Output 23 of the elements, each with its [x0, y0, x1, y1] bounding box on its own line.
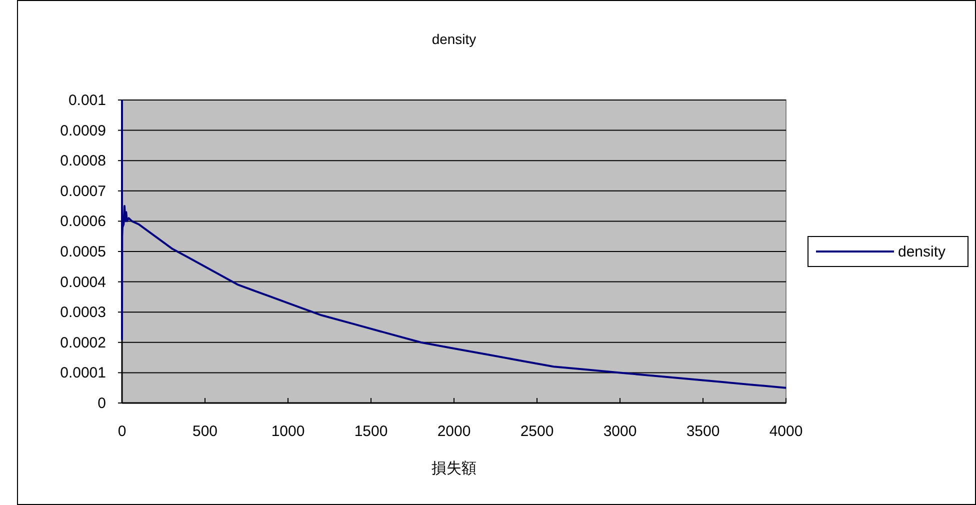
y-tick-label: 0.0005	[60, 244, 106, 260]
y-tick-label: 0.001	[68, 92, 106, 109]
text: density	[898, 244, 946, 260]
x-axis-title: 損失額	[432, 460, 476, 477]
x-tick-label: 1500	[354, 423, 388, 440]
x-tick-label: 2500	[520, 423, 554, 440]
y-tick-label: 0.0007	[60, 182, 106, 200]
x-tick-label: 3500	[686, 423, 720, 440]
y-tick-label: 0.0008	[60, 152, 106, 170]
y-tick-label: 0.0002	[60, 334, 106, 352]
x-tick-label: 500	[192, 423, 218, 440]
y-tick-label: 0.0004	[60, 274, 106, 291]
x-tick-label: 3000	[603, 423, 637, 440]
y-tick-label: 0.0009	[60, 122, 106, 140]
x-tick-label: 2000	[437, 423, 471, 440]
x-tick-label: 1000	[271, 423, 305, 440]
y-tick-label: 0.0006	[60, 213, 106, 230]
y-tick-label: 0.0003	[60, 304, 106, 322]
x-tick-label: 4000	[769, 423, 803, 440]
x-tick-label: 0	[118, 423, 126, 440]
chart-title: density	[432, 31, 476, 47]
y-tick-label: 0.0001	[60, 364, 106, 382]
y-tick-label: 0	[98, 395, 106, 412]
